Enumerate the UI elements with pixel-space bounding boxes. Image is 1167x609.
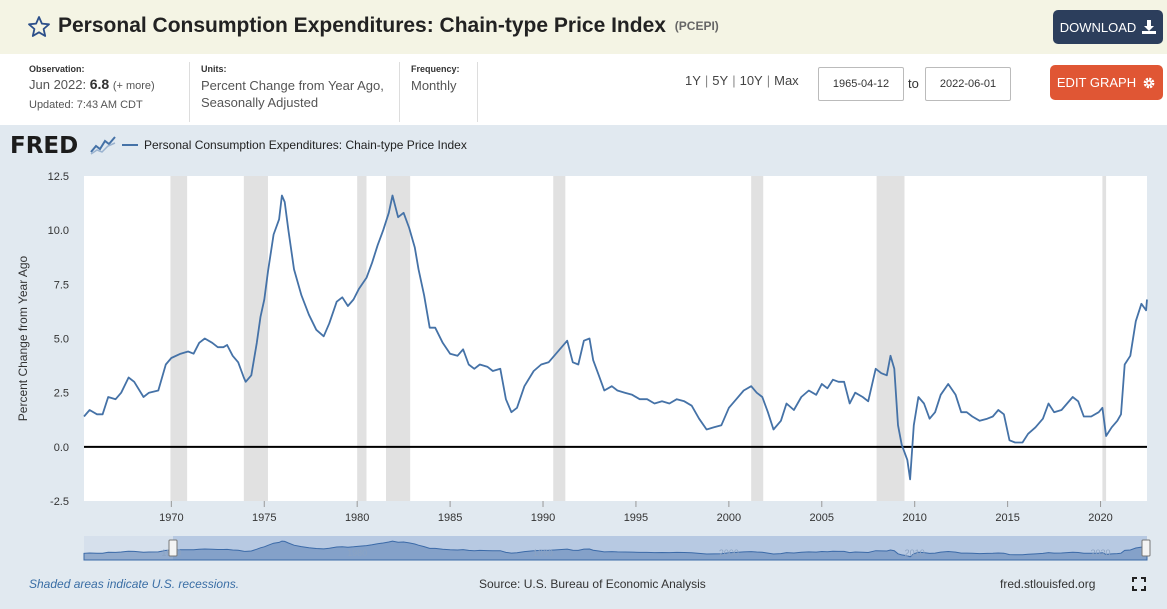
units-line-2: Seasonally Adjusted	[201, 95, 319, 110]
frequency-label: Frequency:	[411, 64, 460, 74]
divider	[399, 62, 400, 122]
gear-icon	[1143, 77, 1155, 88]
x-tick-label: 1970	[159, 512, 183, 524]
star-icon[interactable]	[27, 15, 51, 39]
separator: |	[766, 73, 771, 88]
recession-band	[385, 176, 411, 501]
chart-legend: Personal Consumption Expenditures: Chain…	[122, 138, 467, 152]
x-tick-label: 2015	[995, 512, 1019, 524]
to-label: to	[908, 76, 919, 91]
fred-chart-icon	[90, 135, 116, 155]
navigator-label: 1990	[533, 548, 553, 558]
observation-line: Jun 2022: 6.8 (+ more)	[29, 76, 155, 95]
recession-band	[553, 176, 566, 501]
site-link[interactable]: fred.stlouisfed.org	[1000, 577, 1096, 591]
navigator-label: 2000	[719, 548, 739, 558]
fullscreen-icon[interactable]	[1132, 577, 1146, 591]
recession-band	[876, 176, 905, 501]
end-date-input[interactable]: 2022-06-01	[925, 67, 1011, 101]
x-tick-label: 1995	[624, 512, 648, 524]
range-selector: 1Y | 5Y | 10Y | Max	[685, 73, 799, 88]
y-tick-label: 2.5	[54, 388, 69, 400]
series-id: (PCEPI)	[674, 19, 719, 33]
recession-band	[170, 176, 188, 501]
navigator-label: 2020	[1091, 548, 1111, 558]
observation-block: Observation: Jun 2022: 6.8 (+ more) Upda…	[29, 64, 155, 111]
y-tick-label: 7.5	[54, 279, 69, 291]
series-info-bar: Observation: Jun 2022: 6.8 (+ more) Upda…	[0, 54, 1167, 125]
frequency-value: Monthly	[411, 78, 457, 93]
x-tick-label: 1980	[345, 512, 369, 524]
recession-note: Shaded areas indicate U.S. recessions.	[29, 577, 240, 591]
x-tick-label: 2020	[1088, 512, 1112, 524]
frequency-block: Frequency: Monthly	[411, 64, 460, 94]
observation-label: Observation:	[29, 64, 85, 74]
x-tick-label: 2000	[717, 512, 741, 524]
navigator-handle[interactable]	[1141, 539, 1151, 557]
x-tick-label: 1975	[252, 512, 276, 524]
y-tick-label: 5.0	[54, 334, 69, 346]
y-tick-label: 12.5	[48, 171, 69, 183]
separator: |	[732, 73, 736, 88]
navigator-handle[interactable]	[168, 539, 178, 557]
legend-label: Personal Consumption Expenditures: Chain…	[144, 138, 467, 152]
start-date-input[interactable]: 1965-04-12	[818, 67, 904, 101]
recession-band	[357, 176, 367, 501]
series-line[interactable]	[83, 194, 1148, 481]
line-chart[interactable]: 12.5 10.0 7.5 5.0 2.5 0.0 -2.5 1970 1975 1980 1985…	[0, 160, 1167, 566]
range-link-1y[interactable]: 1Y	[685, 73, 701, 88]
x-tick-label: 1990	[531, 512, 555, 524]
units-block: Units: Percent Change from Year Ago, Sea…	[201, 64, 384, 111]
divider	[189, 62, 190, 122]
plot-area	[84, 176, 1147, 501]
observation-period: Jun 2022:	[29, 77, 87, 92]
download-icon	[1142, 20, 1157, 34]
recession-band	[751, 176, 764, 501]
data-source: Source: U.S. Bureau of Economic Analysis	[479, 577, 706, 591]
download-label: DOWNLOAD	[1059, 19, 1137, 35]
x-tick-label: 2010	[902, 512, 926, 524]
download-button[interactable]: DOWNLOAD	[1053, 10, 1163, 44]
divider	[477, 62, 478, 122]
x-tick-label: 2005	[810, 512, 834, 524]
page-title: Personal Consumption Expenditures: Chain…	[58, 14, 719, 38]
y-tick-label: 0.0	[54, 442, 69, 454]
units-line-1: Percent Change from Year Ago,	[201, 78, 384, 93]
edit-graph-label: EDIT GRAPH	[1056, 75, 1137, 90]
recession-band	[1102, 176, 1107, 501]
range-link-max[interactable]: Max	[774, 73, 799, 88]
fred-logo: FRED	[10, 133, 79, 159]
navigator-series	[83, 540, 1148, 561]
observation-value: 6.8	[89, 76, 110, 92]
range-link-5y[interactable]: 5Y	[712, 73, 729, 88]
units-label: Units:	[201, 64, 227, 74]
series-title: Personal Consumption Expenditures: Chain…	[58, 14, 666, 37]
recession-band	[243, 176, 268, 501]
y-tick-label: -2.5	[50, 496, 69, 508]
y-tick-label: 10.0	[48, 225, 69, 237]
x-tick-label: 1985	[438, 512, 462, 524]
updated-time: Updated: 7:43 AM CDT	[29, 99, 143, 111]
y-axis-label: Percent Change from Year Ago	[16, 255, 30, 421]
edit-graph-button[interactable]: EDIT GRAPH	[1050, 65, 1163, 100]
page-header: Personal Consumption Expenditures: Chain…	[0, 0, 1167, 54]
separator: |	[704, 73, 709, 88]
more-observations-link[interactable]: (+ more)	[112, 80, 155, 92]
navigator-label: 1980	[347, 548, 367, 558]
range-link-10y[interactable]: 10Y	[739, 73, 763, 88]
legend-swatch	[122, 144, 138, 146]
navigator-label: 2010	[905, 548, 925, 558]
